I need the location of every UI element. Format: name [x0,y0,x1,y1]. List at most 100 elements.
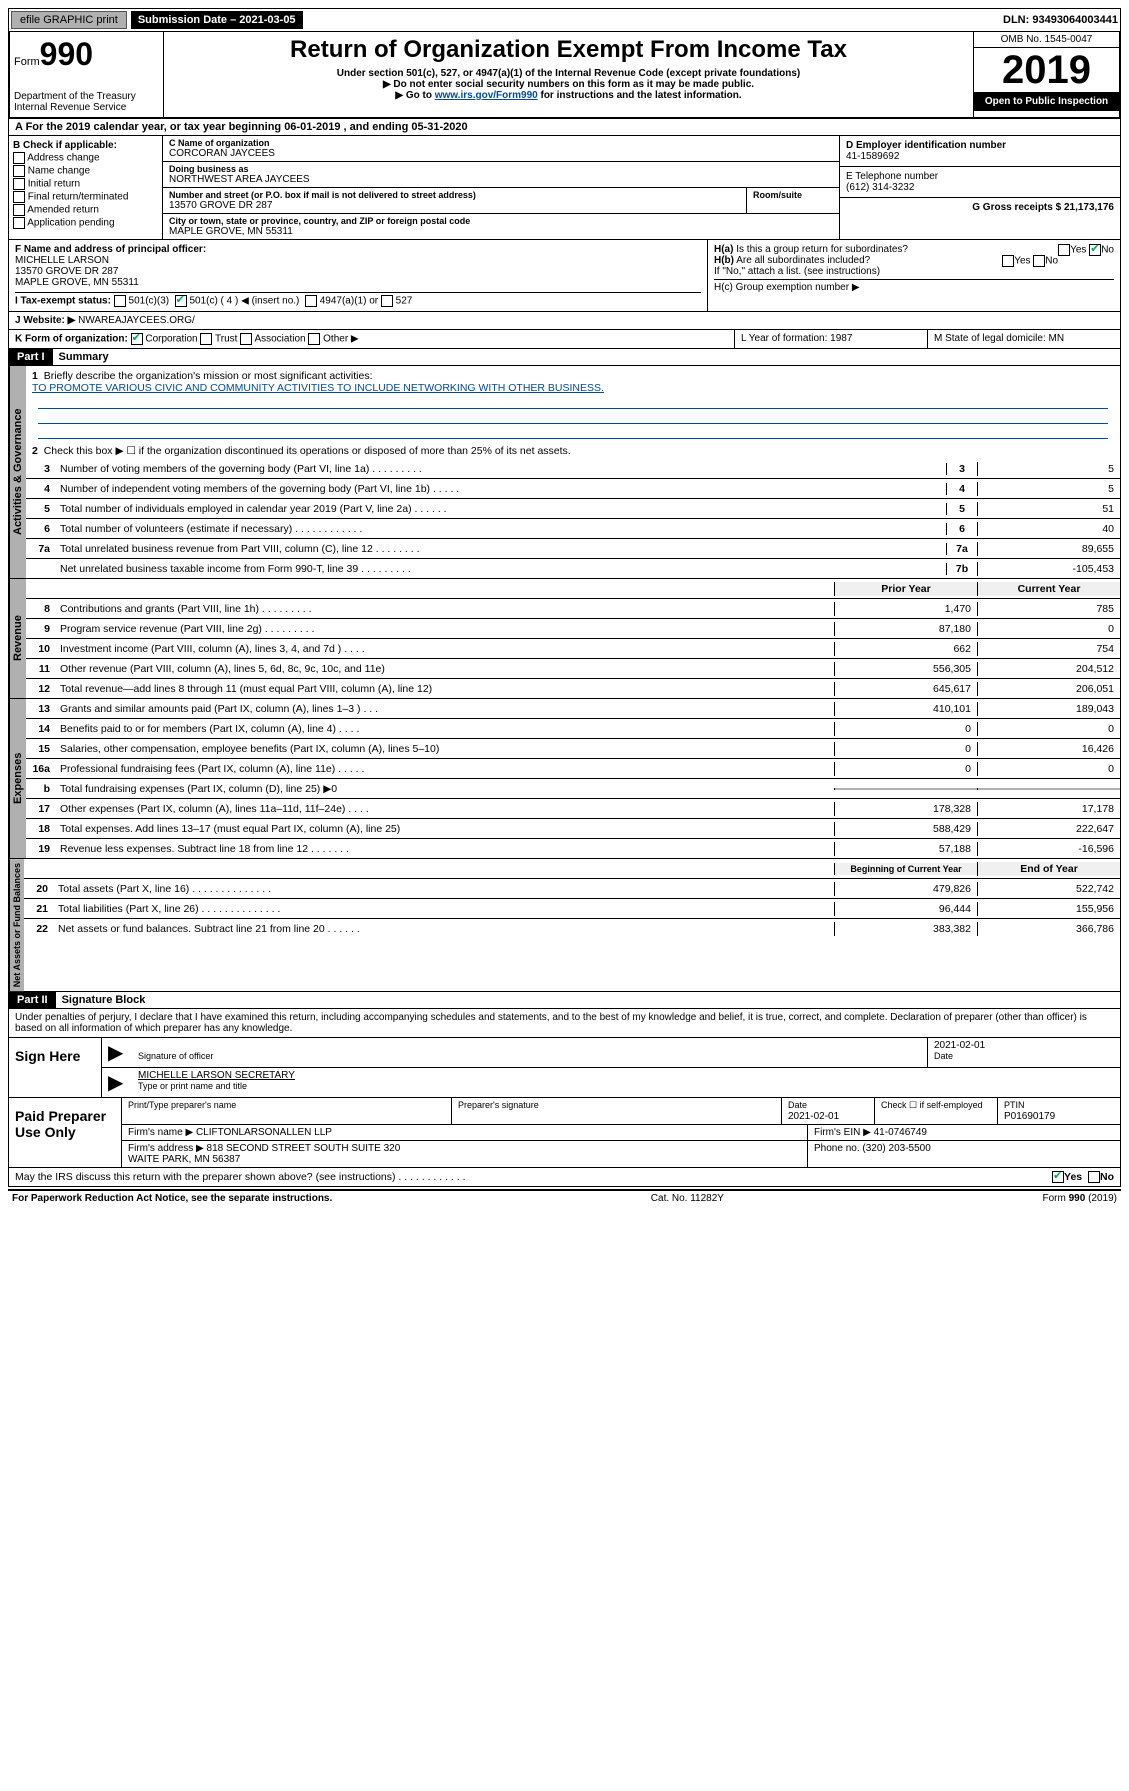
opt-other[interactable]: Other ▶ [323,334,358,345]
paid-preparer-label: Paid Preparer Use Only [9,1098,122,1167]
irs-link[interactable]: www.irs.gov/Form990 [435,90,538,101]
website-value[interactable]: NWAREAJAYCEES.ORG/ [78,315,195,326]
prep-sig-label: Preparer's signature [458,1100,539,1110]
table-row: 16aProfessional fundraising fees (Part I… [26,759,1120,779]
submission-date-label: Submission Date – 2021-03-05 [131,11,303,29]
check-application-pending[interactable]: Application pending [13,217,158,229]
firm-ein: 41-0746749 [874,1127,927,1138]
table-row: 6Total number of volunteers (estimate if… [26,519,1120,539]
q1-label: Briefly describe the organization's miss… [44,370,373,382]
opt-527[interactable]: 527 [396,296,413,307]
col-begin-year: Beginning of Current Year [834,863,977,875]
table-row: bTotal fundraising expenses (Part IX, co… [26,779,1120,799]
dba-label: Doing business as [169,164,833,174]
h-b-label: H(b) Are all subordinates included? Yes … [714,255,1114,266]
website-row: J Website: ▶ NWAREAJAYCEES.ORG/ [8,312,1121,330]
part1-header: Part I Summary [8,349,1121,366]
check-self-employed[interactable]: Check ☐ if self-employed [874,1098,997,1124]
opt-assoc[interactable]: Association [254,334,305,345]
city-value: MAPLE GROVE, MN 55311 [169,226,833,237]
subtitle-2: ▶ Do not enter social security numbers o… [168,79,969,90]
firm-name: CLIFTONLARSONALLEN LLP [196,1127,332,1138]
form-title: Return of Organization Exempt From Incom… [168,36,969,64]
mission-text: TO PROMOTE VARIOUS CIVIC AND COMMUNITY A… [32,382,604,394]
table-row: 22Net assets or fund balances. Subtract … [24,919,1120,938]
opt-4947[interactable]: 4947(a)(1) or [320,296,378,307]
q2-label: Check this box ▶ ☐ if the organization d… [44,445,571,457]
opt-501c[interactable]: 501(c) ( 4 ) ◀ (insert no.) [189,296,299,307]
ein-label: D Employer identification number [846,140,1114,151]
footer-left: For Paperwork Reduction Act Notice, see … [12,1193,332,1204]
table-row: 5Total number of individuals employed in… [26,499,1120,519]
h-a-label: H(a) Is this a group return for subordin… [714,244,1114,255]
efile-button[interactable]: efile GRAPHIC print [11,11,127,29]
table-row: 17Other expenses (Part IX, column (A), l… [26,799,1120,819]
phone-label: E Telephone number [846,171,1114,182]
table-row: Net unrelated business taxable income fr… [26,559,1120,578]
dept-label: Department of the Treasury Internal Reve… [14,91,159,113]
check-amended-return[interactable]: Amended return [13,204,158,216]
summary-expenses: Expenses 13Grants and similar amounts pa… [8,699,1121,859]
sig-date: 2021-02-01 [934,1040,985,1051]
table-row: 12Total revenue—add lines 8 through 11 (… [26,679,1120,698]
entity-block: B Check if applicable: Address change Na… [8,136,1121,240]
subtitle-1: Under section 501(c), 527, or 4947(a)(1)… [168,68,969,79]
sign-here-label: Sign Here [9,1038,102,1097]
table-row: 14Benefits paid to or for members (Part … [26,719,1120,739]
officer-label: F Name and address of principal officer: [15,244,701,255]
phone-value: (612) 314-3232 [846,182,1114,193]
dba-value: NORTHWEST AREA JAYCEES [169,174,833,185]
tab-netassets: Net Assets or Fund Balances [9,859,24,991]
opt-trust[interactable]: Trust [215,334,237,345]
tab-governance: Activities & Governance [9,366,26,578]
table-row: 18Total expenses. Add lines 13–17 (must … [26,819,1120,839]
table-row: 19Revenue less expenses. Subtract line 1… [26,839,1120,858]
col-end-year: End of Year [977,862,1120,876]
discuss-row: May the IRS discuss this return with the… [8,1168,1121,1187]
check-name-change[interactable]: Name change [13,165,158,177]
col-prior-year: Prior Year [834,582,977,596]
tax-year: 2019 [974,48,1119,92]
officer-group-row: F Name and address of principal officer:… [8,240,1121,312]
city-label: City or town, state or province, country… [169,216,833,226]
addr-value: 13570 GROVE DR 287 [169,200,740,211]
opt-501c3[interactable]: 501(c)(3) [129,296,170,307]
summary-netassets: Net Assets or Fund Balances Beginning of… [8,859,1121,992]
footer-right: Form 990 (2019) [1043,1193,1117,1204]
col-b-header: B Check if applicable: [13,140,158,151]
table-row: 9Program service revenue (Part VIII, lin… [26,619,1120,639]
table-row: 15Salaries, other compensation, employee… [26,739,1120,759]
part2-header: Part II Signature Block [8,992,1121,1009]
sign-here-block: Sign Here ▶ Signature of officer 2021-02… [8,1038,1121,1098]
table-row: 21Total liabilities (Part X, line 26) . … [24,899,1120,919]
col-current-year: Current Year [977,582,1120,596]
officer-name-title: MICHELLE LARSON SECRETARY [138,1070,295,1081]
org-name-label: C Name of organization [169,138,833,148]
opt-corp[interactable]: Corporation [145,334,197,345]
perjury-text: Under penalties of perjury, I declare th… [8,1009,1121,1038]
ein-value: 41-1589692 [846,151,1114,162]
check-final-return[interactable]: Final return/terminated [13,191,158,203]
table-row: 10Investment income (Part VIII, column (… [26,639,1120,659]
paid-preparer-block: Paid Preparer Use Only Print/Type prepar… [8,1098,1121,1168]
top-toolbar: efile GRAPHIC print Submission Date – 20… [8,8,1121,32]
subtitle-3: ▶ Go to www.irs.gov/Form990 for instruct… [168,90,969,101]
addr-label: Number and street (or P.O. box if mail i… [169,190,740,200]
dln-label: DLN: 93493064003441 [1003,14,1118,26]
org-name: CORCORAN JAYCEES [169,148,833,159]
omb-number: OMB No. 1545-0047 [974,32,1119,48]
gross-receipts: G Gross receipts $ 21,173,176 [840,198,1120,217]
h-note: If "No," attach a list. (see instruction… [714,266,1114,277]
officer-value: MICHELLE LARSON 13570 GROVE DR 287 MAPLE… [15,255,701,288]
check-address-change[interactable]: Address change [13,152,158,164]
state-domicile: M State of legal domicile: MN [927,330,1120,348]
tab-revenue: Revenue [9,579,26,698]
form-header: Form990 Department of the Treasury Inter… [8,32,1121,119]
check-initial-return[interactable]: Initial return [13,178,158,190]
period-row: A For the 2019 calendar year, or tax yea… [8,119,1121,136]
tab-expenses: Expenses [9,699,26,858]
table-row: 7aTotal unrelated business revenue from … [26,539,1120,559]
year-formation: L Year of formation: 1987 [734,330,927,348]
table-row: 11Other revenue (Part VIII, column (A), … [26,659,1120,679]
summary-revenue: Revenue Prior Year Current Year 8Contrib… [8,579,1121,699]
